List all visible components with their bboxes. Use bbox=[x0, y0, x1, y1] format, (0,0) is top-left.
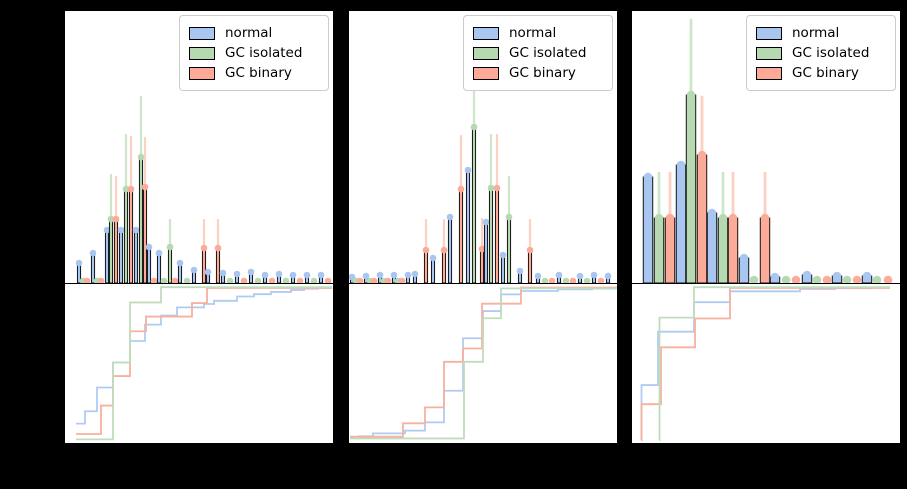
legend-label-gc-isolated: GC isolated bbox=[792, 45, 870, 61]
panel2-cdf bbox=[348, 284, 618, 444]
panel2-legend: normal GC isolated GC binary bbox=[463, 15, 613, 91]
legend-swatch-gc-isolated bbox=[189, 46, 215, 60]
legend-swatch-gc-isolated bbox=[473, 46, 499, 60]
panel3-legend: normal GC isolated GC binary bbox=[746, 15, 896, 91]
legend-swatch-gc-isolated bbox=[756, 46, 782, 60]
panel1-cdf bbox=[64, 284, 334, 444]
legend-label-gc-binary: GC binary bbox=[225, 65, 292, 81]
legend-entry-gc-binary: GC binary bbox=[756, 63, 887, 83]
legend-swatch-normal bbox=[189, 26, 215, 40]
panel3-cdf bbox=[631, 284, 901, 444]
legend-label-normal: normal bbox=[792, 25, 840, 41]
legend-swatch-normal bbox=[473, 26, 499, 40]
panel3-histogram: normal GC isolated GC binary bbox=[631, 10, 901, 284]
panel1-legend: normal GC isolated GC binary bbox=[179, 15, 329, 91]
legend-entry-gc-isolated: GC isolated bbox=[756, 43, 887, 63]
legend-entry-normal: normal bbox=[756, 23, 887, 43]
panel2-histogram: normal GC isolated GC binary bbox=[348, 10, 618, 284]
legend-swatch-gc-binary bbox=[756, 66, 782, 80]
panel3-cdf-plot bbox=[640, 286, 890, 441]
legend-entry-gc-isolated: GC isolated bbox=[189, 43, 320, 63]
legend-label-gc-isolated: GC isolated bbox=[509, 45, 587, 61]
legend-entry-gc-binary: GC binary bbox=[189, 63, 320, 83]
panel1-histogram: normal GC isolated GC binary bbox=[64, 10, 334, 284]
panel2-histogram-plot bbox=[349, 55, 612, 283]
legend-swatch-normal bbox=[756, 26, 782, 40]
panel2-cdf-plot bbox=[350, 286, 617, 440]
legend-label-normal: normal bbox=[225, 25, 273, 41]
panel1-cdf-plot bbox=[76, 286, 332, 441]
legend-swatch-gc-binary bbox=[473, 66, 499, 80]
legend-label-gc-isolated: GC isolated bbox=[225, 45, 303, 61]
legend-label-gc-binary: GC binary bbox=[509, 65, 576, 81]
legend-entry-gc-binary: GC binary bbox=[473, 63, 604, 83]
legend-entry-normal: normal bbox=[473, 23, 604, 43]
legend-entry-normal: normal bbox=[189, 23, 320, 43]
panel1-histogram-plot bbox=[75, 95, 332, 283]
legend-label-gc-binary: GC binary bbox=[792, 65, 859, 81]
panel3-histogram-plot bbox=[642, 18, 893, 283]
legend-label-normal: normal bbox=[509, 25, 557, 41]
legend-entry-gc-isolated: GC isolated bbox=[473, 43, 604, 63]
legend-swatch-gc-binary bbox=[189, 66, 215, 80]
